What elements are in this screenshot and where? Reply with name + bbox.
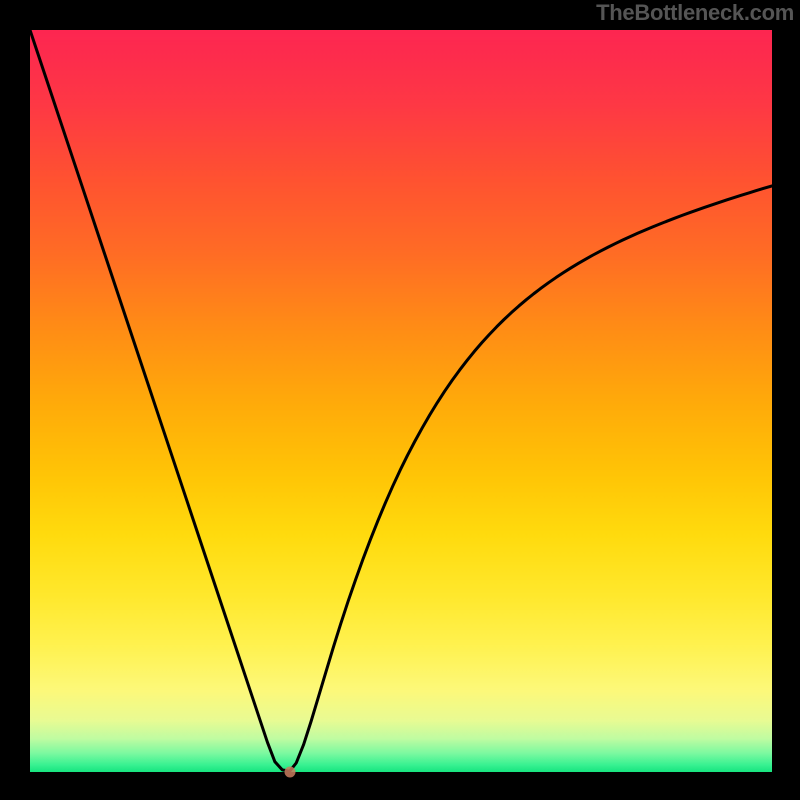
watermark-text: TheBottleneck.com <box>596 0 794 26</box>
minimum-marker-dot <box>284 767 295 778</box>
plot-area <box>30 30 772 772</box>
curve-line <box>30 30 772 771</box>
figure-container: TheBottleneck.com <box>0 0 800 800</box>
curve-svg <box>30 30 772 772</box>
